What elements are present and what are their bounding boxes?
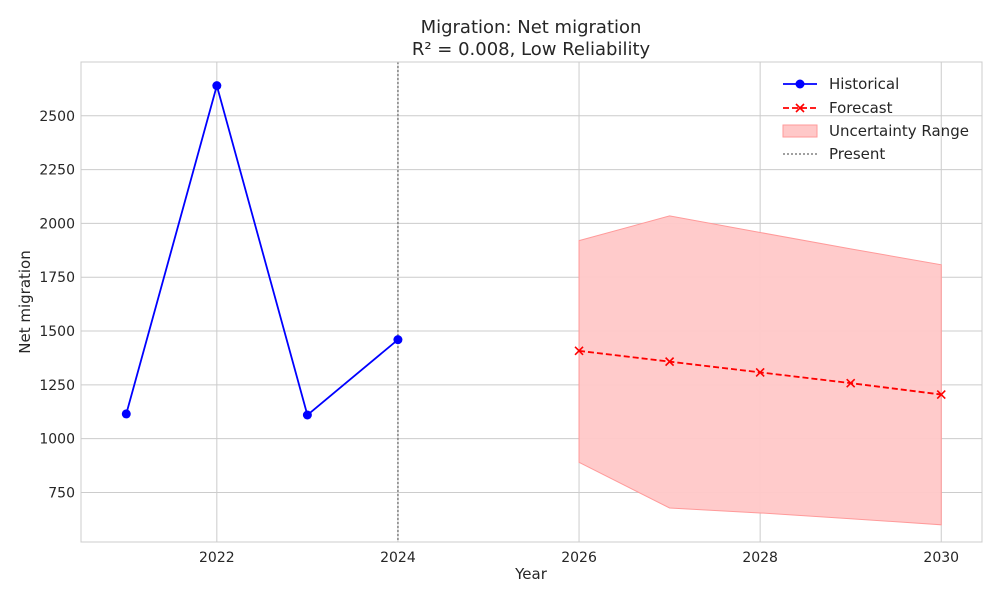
legend-marker xyxy=(795,79,805,89)
legend-label: Forecast xyxy=(829,99,893,117)
y-tick-label: 1750 xyxy=(39,270,75,286)
y-axis-label: Net migration xyxy=(16,250,34,354)
x-axis-label: Year xyxy=(514,565,548,583)
plot-frame xyxy=(80,61,983,543)
chart-subtitle: R² = 0.008, Low Reliability xyxy=(412,39,651,60)
legend-item-historical: Historical xyxy=(783,75,899,93)
y-tick-label: 1000 xyxy=(39,432,75,448)
data-point xyxy=(665,357,675,367)
series-line xyxy=(125,82,399,417)
marker-stroke xyxy=(846,378,856,388)
data-point xyxy=(936,389,946,400)
y-tick-label: 2500 xyxy=(39,109,75,125)
legend-label: Historical xyxy=(829,75,899,93)
x-tick-label: 2028 xyxy=(742,550,778,566)
legend-item-present: Present xyxy=(783,145,885,163)
legend-swatch xyxy=(782,124,818,138)
chart-title: Migration: Net migration xyxy=(421,17,642,38)
legend-label: Present xyxy=(829,145,885,163)
legend-item-forecast: Forecast xyxy=(783,99,893,117)
y-tick-label: 1500 xyxy=(39,324,75,340)
legend-label: Uncertainty Range xyxy=(829,122,969,140)
y-tick-label: 2250 xyxy=(39,163,75,179)
data-point xyxy=(755,367,765,377)
x-tick-label: 2026 xyxy=(561,550,597,566)
marker-stroke xyxy=(574,346,584,356)
data-point xyxy=(212,81,222,91)
x-tick-label: 2022 xyxy=(199,550,235,566)
series-forecast xyxy=(574,346,946,400)
x-tick-label: 2030 xyxy=(923,550,959,566)
uncertainty-layer xyxy=(578,215,942,526)
x-tick-label: 2024 xyxy=(380,550,416,566)
series-historical xyxy=(121,81,403,420)
data-point xyxy=(574,346,584,356)
marker-stroke xyxy=(755,367,765,377)
y-tick-label: 2000 xyxy=(39,216,75,232)
uncertainty-band xyxy=(578,215,942,526)
series-layer xyxy=(121,81,946,420)
marker-stroke xyxy=(936,389,946,400)
y-tick-label: 1250 xyxy=(39,378,75,394)
data-point xyxy=(846,378,856,388)
legend-marker xyxy=(795,103,805,113)
tick-labels: 2022 2024 2026 2028 2030 750 1000 1250 1500 1750 2… xyxy=(39,109,959,566)
data-point xyxy=(302,410,312,420)
data-point xyxy=(121,409,131,419)
legend-item-uncertainty: Uncertainty Range xyxy=(782,122,969,140)
y-tick-label: 750 xyxy=(48,485,75,501)
marker-stroke xyxy=(665,357,675,367)
legend: Historical Forecast Uncertainty Range Prese… xyxy=(782,75,969,163)
data-point xyxy=(393,335,403,345)
